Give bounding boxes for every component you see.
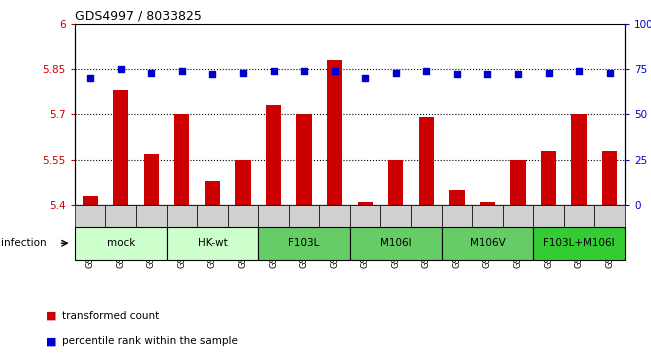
Point bbox=[268, 68, 279, 74]
Bar bbox=[449, 190, 465, 205]
Bar bbox=[174, 114, 189, 205]
Point bbox=[85, 75, 95, 81]
Point bbox=[207, 72, 217, 77]
Text: ■: ■ bbox=[46, 311, 56, 321]
Bar bbox=[296, 114, 312, 205]
Point bbox=[176, 68, 187, 74]
Text: F103L: F103L bbox=[288, 238, 320, 248]
Point bbox=[391, 70, 401, 76]
Bar bbox=[83, 196, 98, 205]
Point bbox=[421, 68, 432, 74]
Bar bbox=[602, 151, 617, 205]
Text: F103L+M106I: F103L+M106I bbox=[544, 238, 615, 248]
Bar bbox=[541, 151, 556, 205]
Text: percentile rank within the sample: percentile rank within the sample bbox=[62, 336, 238, 346]
Text: GDS4997 / 8033825: GDS4997 / 8033825 bbox=[75, 9, 202, 23]
Bar bbox=[419, 117, 434, 205]
Text: transformed count: transformed count bbox=[62, 311, 159, 321]
Point bbox=[574, 68, 585, 74]
Bar bbox=[113, 90, 128, 205]
Text: infection: infection bbox=[1, 238, 47, 248]
Bar bbox=[510, 160, 525, 205]
Bar bbox=[266, 105, 281, 205]
Text: mock: mock bbox=[107, 238, 135, 248]
Text: M106I: M106I bbox=[380, 238, 411, 248]
Bar bbox=[205, 181, 220, 205]
Text: HK-wt: HK-wt bbox=[197, 238, 227, 248]
Point bbox=[329, 68, 340, 74]
Point bbox=[513, 72, 523, 77]
Bar bbox=[388, 160, 404, 205]
Point bbox=[544, 70, 554, 76]
Bar bbox=[572, 114, 587, 205]
Bar bbox=[327, 60, 342, 205]
Bar bbox=[357, 202, 373, 205]
Point bbox=[360, 75, 370, 81]
Bar bbox=[480, 202, 495, 205]
Text: M106V: M106V bbox=[469, 238, 505, 248]
Point bbox=[238, 70, 248, 76]
Bar bbox=[144, 154, 159, 205]
Point bbox=[452, 72, 462, 77]
Point bbox=[115, 66, 126, 72]
Point bbox=[299, 68, 309, 74]
Point bbox=[482, 72, 493, 77]
Bar bbox=[235, 160, 251, 205]
Point bbox=[605, 70, 615, 76]
Text: ■: ■ bbox=[46, 336, 56, 346]
Point bbox=[146, 70, 156, 76]
